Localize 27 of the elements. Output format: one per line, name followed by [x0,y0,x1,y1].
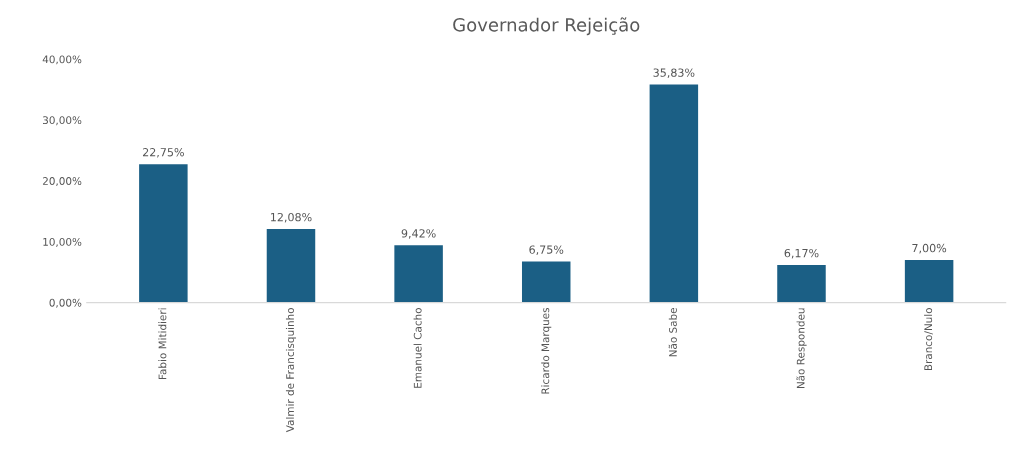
x-tick-label: Branco/Nulo [924,308,933,371]
y-tick-label: 30,00% [43,116,82,126]
x-tick-label: Valmir de Francisquinho [285,308,297,433]
bar [904,259,954,303]
data-label: 12,08% [271,212,312,223]
bar [139,164,188,303]
y-tick-label: 20,00% [42,177,82,187]
bar [521,261,571,303]
x-tick-label: Fabio Mitidieri [158,308,167,379]
x-tick-label: Não Respondeu [796,308,807,389]
bar [394,245,443,303]
bar [777,265,826,303]
chart-title: Governador Rejeição [453,17,640,36]
y-tick-label: 10,00% [43,237,82,247]
data-label: 35,83% [653,68,695,78]
x-tick-label: Emanuel Cacho [413,308,422,388]
y-tick-label: 40,00% [42,55,82,65]
data-label: 7,00% [912,243,947,254]
data-label: 6,75% [529,245,564,255]
bar [649,84,699,303]
data-label: 9,42% [401,229,436,239]
bar [266,229,316,303]
x-tick-label: Ricardo Marques [541,307,552,394]
x-tick-label: Não Sabe [668,307,677,357]
data-label: 22,75% [142,148,184,158]
data-label: 6,17% [784,248,819,259]
y-tick-label: 0,00% [49,298,82,308]
